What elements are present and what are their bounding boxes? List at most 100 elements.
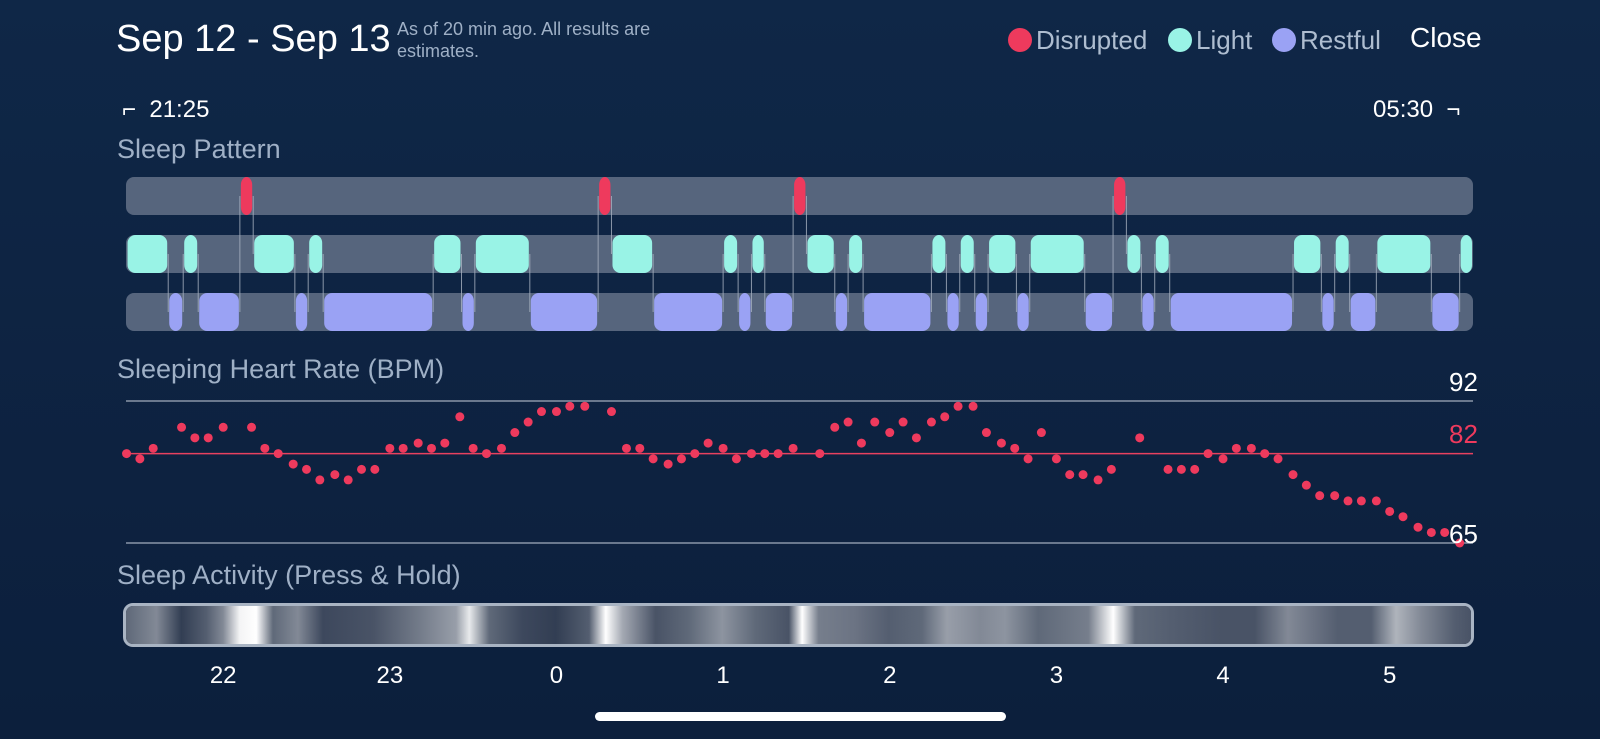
close-button[interactable]: Close	[1410, 22, 1482, 53]
hr-point	[1231, 443, 1241, 453]
hr-point	[663, 459, 673, 469]
page-title: Sep 12 - Sep 13	[116, 18, 391, 60]
hour-tick-23: 23	[376, 662, 404, 689]
restful-segment	[199, 293, 239, 331]
light-segment	[1030, 235, 1084, 273]
hr-point	[1398, 512, 1408, 522]
hr-point	[455, 412, 465, 422]
hr-point	[1385, 506, 1395, 516]
restful-segment	[169, 293, 183, 331]
hr-point	[703, 438, 713, 448]
hr-point	[856, 438, 866, 448]
end-time-value: 05:30	[1373, 96, 1434, 123]
light-segment	[724, 235, 738, 273]
light-segment	[1377, 235, 1431, 273]
home-indicator[interactable]	[595, 712, 1006, 721]
hr-point	[606, 407, 616, 417]
activity-intensity-band[interactable]	[126, 606, 1471, 644]
hr-point	[496, 443, 506, 453]
legend-disrupted: Disrupted	[1008, 24, 1147, 56]
hr-max-label: 92	[1449, 367, 1478, 397]
estimate-note: As of 20 min ago. All results are estima…	[397, 19, 651, 61]
hr-point	[1093, 475, 1103, 485]
hr-point	[1051, 454, 1061, 464]
restful-dot-icon	[1272, 28, 1296, 52]
light-segment	[434, 235, 461, 273]
hr-point	[1246, 443, 1256, 453]
hr-point	[1440, 527, 1450, 537]
hr-point	[510, 428, 520, 438]
hr-point	[648, 454, 658, 464]
hr-point	[343, 475, 353, 485]
hr-point	[1301, 480, 1311, 490]
hr-point	[731, 454, 741, 464]
light-segment	[752, 235, 764, 273]
hr-point	[968, 401, 978, 411]
hr-point	[203, 433, 213, 443]
hr-point	[551, 407, 561, 417]
hr-point	[302, 464, 312, 474]
hr-point	[190, 433, 200, 443]
restful-segment	[1350, 293, 1376, 331]
hr-point	[247, 422, 257, 432]
hr-point	[523, 417, 533, 427]
start-bracket-icon: ⌐	[122, 96, 137, 123]
light-segment	[612, 235, 653, 273]
hr-point	[953, 401, 963, 411]
hr-point	[135, 454, 145, 464]
light-segment	[989, 235, 1016, 273]
restful-segment	[530, 293, 598, 331]
hr-point	[746, 449, 756, 459]
hr-point	[940, 412, 950, 422]
disrupted-segment	[599, 177, 611, 215]
light-segment	[184, 235, 198, 273]
hr-point	[385, 443, 395, 453]
light-dot-icon	[1168, 28, 1192, 52]
legend-light: Light	[1168, 24, 1252, 56]
legend-restful-label: Restful	[1300, 24, 1381, 55]
hour-tick-2: 2	[883, 662, 897, 689]
legend-disrupted-label: Disrupted	[1036, 24, 1148, 55]
heart-rate-title: Sleeping Heart Rate (BPM)	[117, 354, 445, 384]
restful-segment	[975, 293, 988, 331]
hr-point	[1260, 449, 1270, 459]
restful-segment	[947, 293, 959, 331]
hr-point	[1426, 527, 1436, 537]
start-time: ⌐ 21:25	[122, 96, 209, 124]
restful-segment	[324, 293, 433, 331]
hr-point	[773, 449, 783, 459]
light-segment	[932, 235, 946, 273]
disrupted-segment	[1114, 177, 1126, 215]
hr-point	[1413, 522, 1423, 532]
restful-segment	[765, 293, 793, 331]
hr-point	[1315, 491, 1325, 501]
disrupted-segment	[794, 177, 806, 215]
light-segment	[849, 235, 863, 273]
sleep-activity-scrubber[interactable]	[123, 603, 1474, 647]
hr-point	[815, 449, 825, 459]
hour-tick-3: 3	[1049, 662, 1064, 689]
hr-point	[357, 464, 367, 474]
hour-tick-0: 0	[549, 662, 564, 689]
hr-point	[1106, 464, 1116, 474]
hr-point	[427, 443, 437, 453]
hr-point	[635, 443, 645, 453]
hr-point	[870, 417, 880, 427]
hr-min-label: 65	[1449, 519, 1478, 549]
light-segment	[475, 235, 529, 273]
hr-point	[273, 449, 283, 459]
end-time: 05:30 ¬	[1373, 96, 1460, 124]
light-segment	[309, 235, 323, 273]
end-bracket-icon: ¬	[1446, 96, 1461, 123]
hr-point	[1176, 464, 1186, 474]
restful-segment	[462, 293, 474, 331]
hour-tick-22: 22	[209, 662, 237, 689]
sleep-activity-title: Sleep Activity (Press & Hold)	[117, 560, 461, 590]
hr-point	[1455, 538, 1465, 548]
hr-point	[760, 449, 770, 459]
restful-segment	[739, 293, 751, 331]
restful-segment	[1142, 293, 1154, 331]
hr-point	[315, 475, 325, 485]
